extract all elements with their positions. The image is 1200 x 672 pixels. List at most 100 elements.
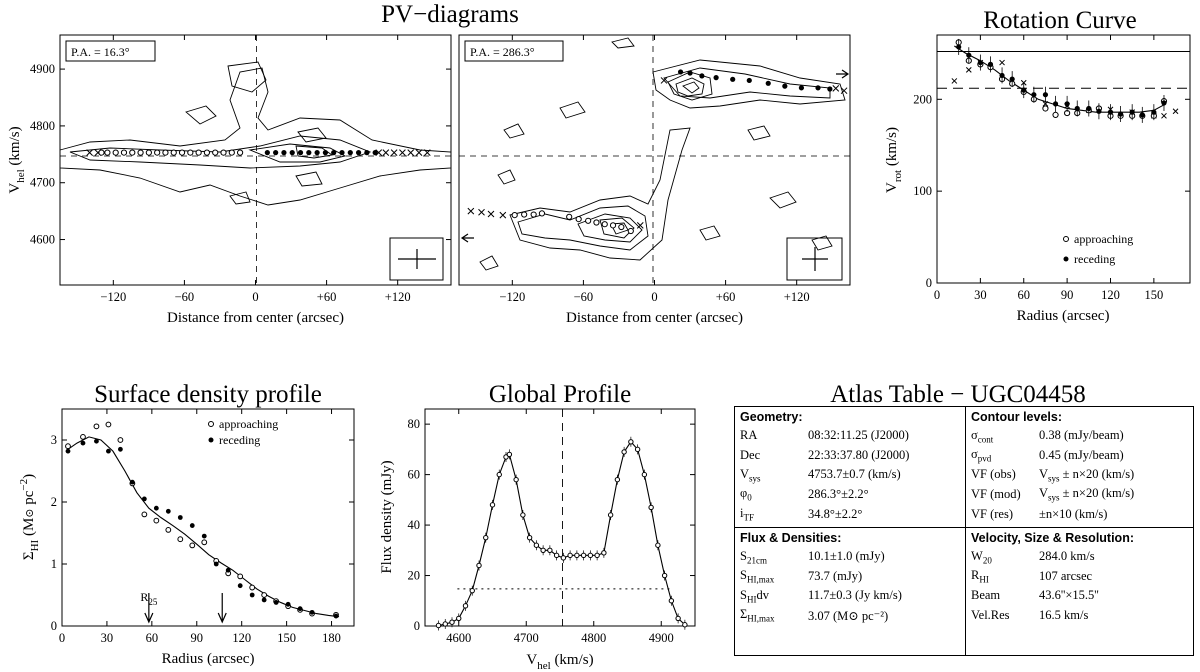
- geometry-key: Dec: [740, 447, 761, 462]
- sd-x-axis: 0 30 60 90 120 150 180: [59, 409, 341, 645]
- gp-marks: [435, 409, 688, 631]
- sd-approaching-point: [117, 437, 124, 443]
- sd-approaching-point: [165, 527, 172, 533]
- pv2-approaching-point: [566, 213, 573, 220]
- pv1-x-label: Distance from center (arcsec): [167, 310, 344, 326]
- pv1-cross-point: [86, 149, 93, 156]
- sd-receding-point: [80, 440, 86, 446]
- gp-xtick-label: 4600: [446, 631, 471, 645]
- gp-xtick-label: 4800: [581, 631, 606, 645]
- pv-diagram-1: P.A. = 16.3° −120 −60 0 +60 +120 4600 4700 480…: [7, 34, 452, 326]
- pv1-cross-point: [407, 149, 415, 156]
- sd-receding-point: [129, 479, 135, 485]
- geometry-row: Dec 22:33:37.80 (J2000): [740, 446, 960, 466]
- gp-data-point: [476, 562, 482, 569]
- rot-receding-point: [1096, 108, 1102, 114]
- rot-cross-point: [1042, 101, 1049, 107]
- pv2-receding-point: [765, 80, 771, 86]
- rot-cross-point: [965, 67, 972, 73]
- flux-value: 73.7 (mJy): [808, 568, 863, 583]
- pv2-approaching-point: [521, 211, 528, 218]
- pv1-xtick-label: −60: [175, 290, 195, 304]
- rot-xtick-label: 0: [934, 288, 940, 302]
- rot-model-curve: [954, 45, 1165, 113]
- pv1-receding-point: [339, 150, 345, 156]
- contours-value: Vsys ± n×20 (km/s): [1039, 486, 1135, 503]
- sd-receding-point: [118, 446, 123, 452]
- sd-xtick-label: 180: [322, 631, 341, 645]
- sd-model-curve: [67, 436, 340, 618]
- pv1-xtick-label: −120: [100, 290, 126, 304]
- pv1-approaching-point: [162, 149, 169, 156]
- gp-data-point: [553, 552, 560, 559]
- sd-receding-point: [65, 448, 71, 454]
- pv1-x-axis: −120 −60 0 +60 +120: [100, 35, 411, 304]
- gp-data-point: [607, 512, 614, 518]
- sd-y-axis: 0 1 2 3: [51, 433, 354, 633]
- rot-xtick-label: 90: [1061, 288, 1074, 302]
- pv1-contours: [59, 61, 452, 206]
- flux-value: 11.7±0.3 (Jy km/s): [808, 588, 902, 603]
- rot-approaching-point: [1042, 105, 1049, 112]
- pv2-cross-point: [636, 221, 644, 229]
- sd-receding-point: [237, 583, 243, 589]
- velocity-section: Velocity, Size & Resolution: W20 284.0 km…: [966, 528, 1194, 628]
- velocity-row: RHI 107 arcsec: [971, 567, 1189, 587]
- pv1-cross-point: [382, 149, 390, 156]
- pv2-xtick-label: −60: [574, 290, 594, 304]
- rot-receding-point: [1139, 112, 1145, 118]
- gp-data-point: [496, 471, 502, 478]
- rot-frame: [936, 34, 1191, 284]
- rot-receding-point: [1031, 92, 1037, 98]
- gp-data-point: [462, 603, 469, 609]
- pv1-y-axis: 4600 4700 4800 4900: [30, 62, 451, 247]
- pv2-xtick-label: +120: [784, 290, 810, 304]
- sd-xtick-label: 90: [191, 631, 204, 645]
- flux-key: SHI,max: [740, 568, 775, 585]
- rot-xtick-label: 60: [1017, 288, 1030, 302]
- pv1-ytick-label: 4900: [30, 62, 55, 76]
- pv1-receding-point: [355, 150, 362, 156]
- pv2-cross-point: [487, 210, 495, 218]
- sd-approaching-point: [141, 511, 148, 518]
- rot-receding-point: [1107, 109, 1114, 115]
- atlas-table: Geometry: RA 08:32:11.25 (J2000) Dec 22:33:…: [734, 406, 1194, 656]
- pv1-receding-point: [281, 150, 287, 156]
- rot-legend-filled-marker: [1063, 256, 1069, 262]
- gp-data-point: [574, 552, 580, 559]
- contours-key: VF (mod): [971, 487, 1021, 502]
- sd-r25-arrow: [144, 593, 154, 624]
- gp-data-point: [513, 476, 519, 483]
- sd-ytick-label: 0: [51, 619, 57, 633]
- rot-ytick-label: 0: [926, 276, 932, 290]
- flux-heading: Flux & Densities:: [740, 531, 842, 545]
- sd-rhi-arrow: [217, 593, 227, 624]
- sd-ytick-label: 1: [51, 557, 57, 571]
- contours-row: VF (obs) Vsys ± n×20 (km/s): [971, 465, 1189, 485]
- sd-ytick-label: 3: [51, 433, 57, 447]
- pv2-xtick-label: +60: [716, 290, 736, 304]
- pv1-receding-point: [264, 150, 270, 156]
- gp-data-point: [449, 619, 455, 625]
- gp-data-point: [661, 572, 668, 579]
- geometry-key: iTF: [740, 505, 754, 523]
- sd-receding-point: [273, 600, 279, 605]
- rot-receding-point: [1129, 109, 1135, 115]
- pv2-receding-point: [730, 76, 736, 82]
- rot-receding-point: [1086, 105, 1092, 112]
- gp-ytick-label: 20: [408, 569, 421, 583]
- pv1-cross-point: [415, 149, 423, 156]
- sd-legend-filled-marker: [208, 437, 214, 443]
- rot-marks: [951, 38, 1179, 123]
- pv1-receding-point: [364, 150, 370, 156]
- pv2-receding-point: [827, 86, 833, 92]
- gp-x-axis: 4600 4700 4800 4900: [446, 409, 674, 645]
- sd-approaching-point: [177, 536, 184, 543]
- contour-section: Contour levels: σcont 0.38 (mJy/beam) σpvd…: [966, 407, 1194, 527]
- rot-cross-point: [951, 78, 958, 84]
- rotation-curve: 0 30 60 90 120 150 0 100 200 approaching recedi…: [884, 34, 1191, 324]
- global-profile-title: Global Profile: [489, 381, 631, 408]
- sd-receding-point: [165, 508, 171, 514]
- rot-y-label: Vrot (km/s): [884, 127, 904, 193]
- flux-row: SHI,max 73.7 (mJy): [740, 567, 960, 587]
